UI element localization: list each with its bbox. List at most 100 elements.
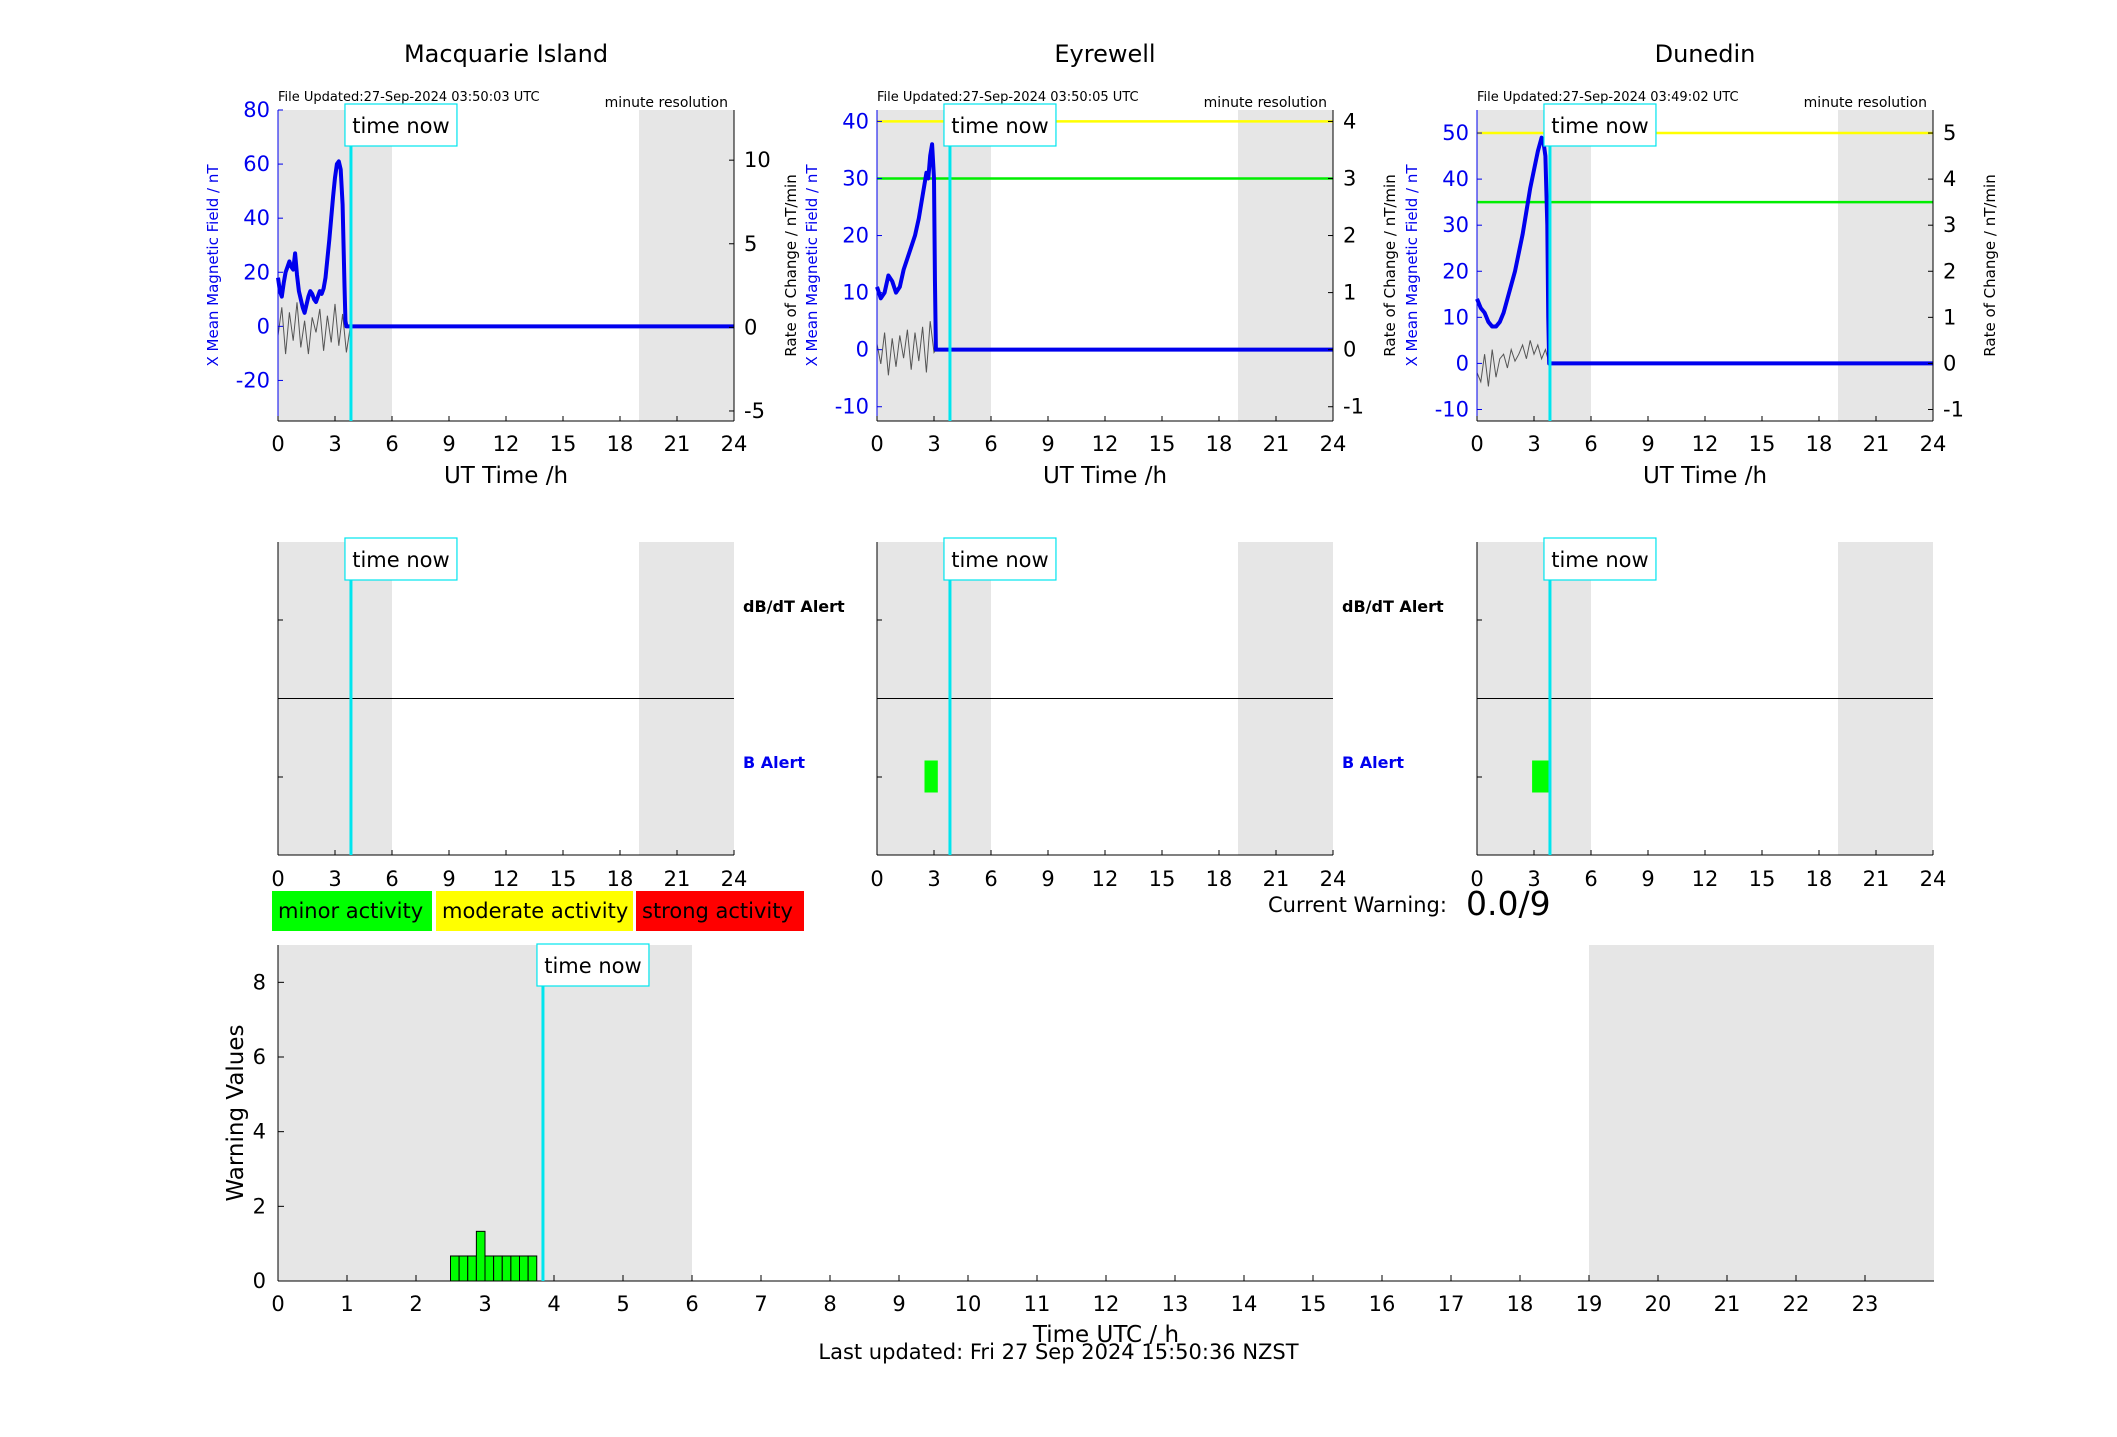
macquarie-island-alert-time-now-box [344, 537, 458, 581]
macquarie-island-field-panel: 0 3 6 9 12 15 18 21 24 -20 0 20 40 60 80 -5 0 5 10 Macquari… [204, 40, 800, 489]
dunedin-y-tick-label: 20 [1442, 259, 1469, 283]
eyrewell-x-tick-label: 15 [1149, 432, 1176, 456]
dunedin-alert-x-tick-label: 6 [1584, 867, 1597, 891]
dunedin-right-tick-label: 5 [1943, 121, 1956, 145]
eyrewell-x-axis-label: UT Time /h [1043, 463, 1167, 489]
dunedin-rate-of-change-line-0 [1476, 340, 1933, 387]
warning-x-tick-label: 18 [1507, 1292, 1534, 1316]
legend-minor-activity: minor activity [272, 891, 432, 931]
warning-x-tick-label: 19 [1576, 1292, 1603, 1316]
dunedin-field-panel: 0 3 6 9 12 15 18 21 24-1001020304050-1012345Dune… [1403, 40, 1999, 489]
warning-bar [510, 1255, 520, 1282]
warning-x-tick-label: 10 [955, 1292, 982, 1316]
warning-y-tick-label: 2 [253, 1194, 266, 1218]
dunedin-right-tick-label: 0 [1943, 351, 1956, 375]
dunedin-alert-x-tick-label: 9 [1641, 867, 1654, 891]
macquarie-island-right-axis-label: Rate of Change / nT/min [782, 174, 800, 356]
macquarie-island-rate-of-change-line-0 [277, 302, 734, 355]
eyrewell-file-updated: File Updated:27-Sep-2024 03:50:05 UTC [877, 90, 1139, 105]
macquarie-island-resolution: minute resolution [605, 95, 728, 111]
eyrewell-alert-panel: 0 3 6 9 12 15 18 21 24 dB/dT Alert B Alert time now [870, 537, 1444, 891]
eyrewell-alert-x-tick-label: 21 [1263, 867, 1290, 891]
dunedin-right-tick-label: 1 [1943, 305, 1956, 329]
macquarie-island-dbdt-alert-label: dB/dT Alert [743, 597, 845, 616]
dunedin-alert-x-tick-label: 12 [1692, 867, 1719, 891]
warning-x-tick-label: 23 [1852, 1292, 1879, 1316]
dunedin-mean-field-line-0 [1475, 135, 1933, 366]
dunedin-x-tick-label: 24 [1920, 432, 1947, 456]
macquarie-island-y-tick-label: 0 [257, 314, 270, 338]
eyrewell-y-axis-label: X Mean Magnetic Field / nT [803, 164, 821, 367]
warning-x-tick-label: 4 [547, 1292, 560, 1316]
warning-y-tick-label: 6 [253, 1045, 266, 1069]
eyrewell-field-panel: 0 3 6 9 12 15 18 21 24-10010203040-101234Eyrewel… [803, 40, 1399, 489]
dunedin-alert-panel: 0 3 6 9 12 15 18 21 24 time now [1470, 537, 1946, 891]
macquarie-island-x-tick-label: 6 [385, 432, 398, 456]
warning-time-now-label: time now [544, 954, 641, 978]
eyrewell-alert-time-now-label: time now [951, 548, 1048, 572]
macquarie-island-time-now-box [344, 103, 458, 147]
macquarie-island-y-tick-label: 20 [243, 260, 270, 284]
dunedin-y-tick-label: -10 [1435, 397, 1469, 421]
dunedin-x-tick-label: 21 [1863, 432, 1890, 456]
dunedin-right-tick-label: 3 [1943, 213, 1956, 237]
dunedin-x-axis-label: UT Time /h [1643, 463, 1767, 489]
eyrewell-alert-x-tick-label: 9 [1041, 867, 1054, 891]
macquarie-island-y-tick-label: 40 [243, 206, 270, 230]
macquarie-island-x-tick-label: 18 [607, 432, 634, 456]
warning-bar [519, 1255, 529, 1282]
eyrewell-right-tick-label: 2 [1343, 224, 1356, 248]
eyrewell-y-tick-label: -10 [835, 395, 869, 419]
dunedin-title: Dunedin [1655, 40, 1756, 68]
macquarie-island-y-tick-label: 60 [243, 152, 270, 176]
eyrewell-x-tick-label: 9 [1041, 432, 1054, 456]
warning-bar [501, 1255, 512, 1282]
warning-x-tick-label: 12 [1093, 1292, 1120, 1316]
eyrewell-time-now-label: time now [951, 114, 1048, 138]
macquarie-island-alert-x-tick-label: 9 [442, 867, 455, 891]
eyrewell-y-tick-label: 10 [842, 281, 869, 305]
current-warning-value: 0.0/9 [1466, 884, 1551, 923]
macquarie-island-x-tick-label: 21 [664, 432, 691, 456]
eyrewell-time-now-box [943, 103, 1057, 147]
macquarie-island-right-tick-label: -5 [744, 399, 765, 423]
macquarie-island-y-tick-label: 80 [243, 98, 270, 122]
eyrewell-right-tick-label: 4 [1343, 109, 1356, 133]
macquarie-island-mean-field-line-0 [276, 159, 734, 329]
dunedin-x-tick-label: 6 [1584, 432, 1597, 456]
macquarie-island-file-updated: File Updated:27-Sep-2024 03:50:03 UTC [278, 90, 540, 105]
eyrewell-alert-x-tick-label: 3 [927, 867, 940, 891]
warning-bar [458, 1255, 469, 1282]
eyrewell-alert-x-tick-label: 12 [1092, 867, 1119, 891]
eyrewell-resolution: minute resolution [1204, 95, 1327, 111]
warning-night-shade-1 [1589, 945, 1934, 1281]
warning-bar [527, 1255, 538, 1282]
dunedin-x-tick-label: 18 [1806, 432, 1833, 456]
warning-x-tick-label: 15 [1300, 1292, 1327, 1316]
eyrewell-y-tick-label: 40 [842, 109, 869, 133]
warning-x-tick-label: 11 [1024, 1292, 1051, 1316]
warning-x-tick-label: 8 [823, 1292, 836, 1316]
eyrewell-x-tick-label: 12 [1092, 432, 1119, 456]
dunedin-x-tick-label: 15 [1749, 432, 1776, 456]
warning-x-tick-label: 6 [685, 1292, 698, 1316]
eyrewell-night-shade-1 [1238, 110, 1333, 421]
warning-values-panel: 0 1 2 3 4 5 6 7 8 9 10 11 12 13 14 15 16 17 18 19 20 21 22 2302… [223, 943, 1934, 1348]
eyrewell-x-tick-label: 21 [1263, 432, 1290, 456]
macquarie-island-x-tick-label: 3 [328, 432, 341, 456]
warning-x-tick-label: 3 [478, 1292, 491, 1316]
eyrewell-alert-x-tick-label: 6 [984, 867, 997, 891]
eyrewell-right-tick-label: 1 [1343, 281, 1356, 305]
eyrewell-alert-x-tick-label: 24 [1320, 867, 1347, 891]
dunedin-file-updated: File Updated:27-Sep-2024 03:49:02 UTC [1477, 90, 1739, 105]
dunedin-alert-time-now-label: time now [1551, 548, 1648, 572]
eyrewell-x-tick-label: 24 [1320, 432, 1347, 456]
dunedin-y-tick-label: 10 [1442, 305, 1469, 329]
macquarie-island-alert-x-tick-label: 15 [550, 867, 577, 891]
dunedin-x-tick-label: 3 [1527, 432, 1540, 456]
eyrewell-y-tick-label: 0 [856, 338, 869, 362]
warning-y-tick-label: 4 [253, 1120, 266, 1144]
warning-x-tick-label: 9 [892, 1292, 905, 1316]
warning-x-tick-label: 2 [409, 1292, 422, 1316]
eyrewell-right-axis-label: Rate of Change / nT/min [1381, 174, 1399, 356]
